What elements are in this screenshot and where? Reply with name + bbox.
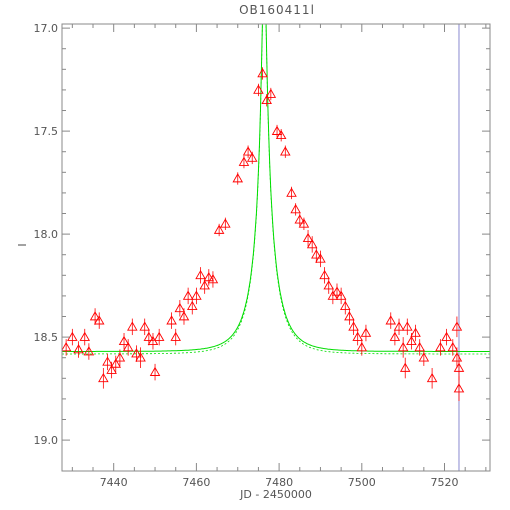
- data-point: [93, 315, 105, 325]
- data-point: [170, 331, 181, 341]
- data-point: [426, 372, 438, 383]
- data-point: [271, 125, 283, 135]
- data-point: [67, 331, 78, 341]
- data-point: [110, 358, 122, 368]
- data-point: [143, 331, 155, 341]
- data-point: [356, 341, 368, 352]
- data-point: [389, 331, 401, 341]
- data-point: [178, 311, 190, 321]
- y-tick-label: 19.0: [34, 434, 59, 447]
- x-tick-label: 7520: [431, 476, 459, 489]
- data-point: [106, 364, 117, 374]
- data-point: [435, 341, 446, 352]
- data-point: [315, 253, 326, 263]
- data-point: [127, 321, 138, 331]
- data-point: [418, 352, 430, 362]
- data-point: [360, 327, 372, 337]
- data-point: [79, 331, 91, 341]
- data-point: [397, 341, 409, 352]
- data-point: [195, 269, 206, 280]
- data-point: [131, 348, 142, 358]
- data-point: [286, 187, 297, 197]
- data-point: [302, 232, 314, 243]
- data-point: [207, 274, 219, 284]
- data-point: [280, 146, 291, 156]
- data-point: [182, 290, 194, 300]
- data-point: [98, 372, 109, 383]
- data-point: [102, 356, 113, 366]
- data-point: [414, 341, 425, 352]
- data-point: [410, 327, 421, 337]
- data-point: [257, 68, 268, 78]
- data-point: [294, 214, 306, 224]
- y-tick-label: 18.0: [34, 228, 59, 241]
- chart-title: OB160411l: [239, 3, 315, 17]
- data-point: [275, 129, 287, 140]
- y-tick-label: 17.0: [34, 22, 59, 35]
- data-point: [339, 300, 351, 311]
- data-point: [319, 269, 330, 280]
- data-point: [118, 335, 130, 346]
- data-point: [290, 203, 301, 214]
- x-axis-label: JD - 2450000: [239, 488, 312, 501]
- data-point: [265, 88, 277, 98]
- data-point: [385, 315, 397, 325]
- data-point: [453, 383, 465, 393]
- data-point: [344, 311, 355, 321]
- data-point: [89, 311, 101, 321]
- x-tick-label: 7480: [265, 476, 293, 489]
- data-point: [135, 352, 146, 362]
- data-point: [399, 362, 411, 372]
- x-tick-label: 7460: [182, 476, 210, 489]
- data-point: [451, 321, 463, 331]
- data-point: [174, 302, 186, 313]
- data-point: [402, 321, 413, 331]
- data-point: [73, 344, 84, 354]
- y-axis-label: I: [16, 243, 29, 246]
- y-tick-label: 17.5: [34, 125, 59, 138]
- data-point: [149, 366, 161, 376]
- data-point: [306, 239, 318, 249]
- model-curve: [62, 24, 490, 352]
- data-point: [213, 224, 225, 234]
- data-point: [253, 84, 264, 94]
- data-point: [122, 341, 134, 352]
- data-point: [246, 152, 258, 162]
- model-curve-alt: [62, 24, 490, 355]
- data-point: [191, 290, 202, 300]
- data-point: [83, 346, 95, 356]
- data-point: [393, 321, 405, 331]
- data-point: [114, 352, 126, 362]
- data-point: [238, 156, 250, 166]
- data-point: [62, 341, 72, 352]
- data-point: [232, 173, 244, 183]
- data-point: [331, 286, 343, 296]
- data-point: [298, 218, 310, 228]
- data-point: [199, 280, 210, 290]
- data-point: [335, 290, 347, 300]
- data-point: [261, 94, 272, 105]
- data-point: [139, 321, 150, 331]
- x-tick-label: 7500: [348, 476, 376, 489]
- data-point: [166, 315, 177, 325]
- y-tick-label: 18.5: [34, 331, 59, 344]
- plot-frame: [61, 23, 491, 472]
- data-point: [311, 249, 322, 259]
- data-point: [323, 280, 335, 290]
- data-point: [348, 321, 359, 331]
- x-tick-label: 7440: [100, 476, 128, 489]
- data-point: [406, 335, 417, 346]
- data-point: [242, 146, 254, 156]
- data-point: [203, 271, 215, 282]
- data-point: [352, 331, 363, 341]
- data-point: [220, 218, 231, 228]
- data-point: [153, 331, 165, 341]
- data-point: [186, 300, 198, 311]
- data-point: [453, 362, 465, 372]
- data-point: [441, 331, 452, 341]
- data-point: [447, 341, 459, 352]
